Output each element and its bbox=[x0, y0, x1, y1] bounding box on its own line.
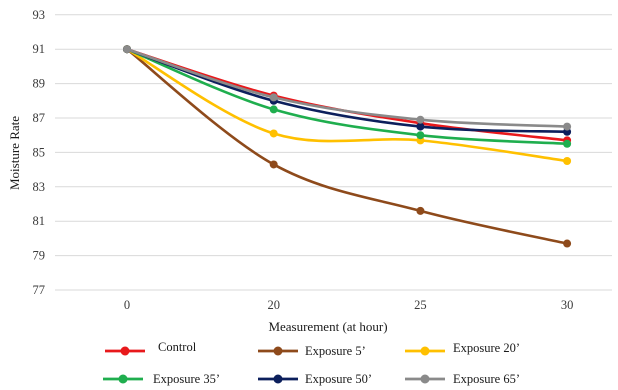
legend-item-exposure-65: Exposure 65’ bbox=[405, 372, 520, 386]
x-tick-label: 30 bbox=[561, 298, 574, 312]
legend-swatch-marker bbox=[120, 346, 130, 356]
legend-label: Exposure 20’ bbox=[453, 341, 520, 355]
series-exposure-5 bbox=[123, 45, 572, 248]
legend-swatch-marker bbox=[420, 346, 430, 356]
series-line bbox=[125, 47, 569, 134]
gridlines bbox=[55, 14, 612, 291]
legend-label: Exposure 65’ bbox=[453, 372, 520, 386]
legend-item-exposure-35: Exposure 35’ bbox=[103, 372, 220, 386]
y-tick-label: 87 bbox=[33, 111, 46, 125]
data-point bbox=[563, 139, 572, 148]
legend-label: Exposure 50’ bbox=[305, 372, 372, 386]
data-point bbox=[563, 239, 572, 248]
data-point bbox=[123, 45, 131, 54]
y-axis-ticks: 77 79 81 83 85 87 89 91 93 bbox=[33, 8, 46, 297]
series-line bbox=[125, 47, 569, 146]
x-axis-ticks: 0 20 25 30 bbox=[124, 298, 573, 312]
y-tick-label: 77 bbox=[33, 283, 46, 297]
y-tick-label: 85 bbox=[33, 145, 46, 159]
series-line bbox=[125, 47, 569, 128]
y-tick-label: 83 bbox=[33, 180, 46, 194]
series-exposure-20 bbox=[123, 45, 572, 165]
data-point bbox=[563, 157, 572, 165]
data-point bbox=[563, 122, 572, 131]
data-point bbox=[269, 93, 278, 102]
legend-item-exposure-50: Exposure 50’ bbox=[258, 372, 372, 386]
data-point bbox=[269, 105, 278, 114]
series-line bbox=[125, 47, 569, 245]
legend-swatch-marker bbox=[273, 346, 283, 356]
y-tick-label: 81 bbox=[33, 214, 46, 228]
data-point bbox=[416, 131, 425, 140]
x-tick-label: 20 bbox=[267, 298, 280, 312]
data-point bbox=[416, 115, 425, 124]
legend-item-control: Control bbox=[105, 340, 197, 356]
series-exposure-65 bbox=[123, 45, 572, 131]
y-tick-label: 93 bbox=[33, 8, 46, 22]
legend-item-exposure-5: Exposure 5’ bbox=[258, 344, 366, 358]
data-point bbox=[416, 122, 425, 131]
x-tick-label: 25 bbox=[414, 298, 427, 312]
y-axis-label: Moisture Rate bbox=[7, 116, 22, 190]
x-axis-label: Measurement (at hour) bbox=[268, 319, 387, 334]
legend-swatch-marker bbox=[420, 374, 430, 384]
series-line bbox=[125, 47, 569, 163]
legend-swatch-marker bbox=[273, 374, 283, 384]
data-point bbox=[269, 129, 278, 138]
legend-item-exposure-20: Exposure 20’ bbox=[405, 341, 520, 356]
y-tick-label: 91 bbox=[33, 42, 46, 56]
legend-label: Exposure 5’ bbox=[305, 344, 366, 358]
data-point bbox=[269, 160, 278, 169]
legend: Control Exposure 5’ Exposure 20’ Exposur… bbox=[103, 340, 520, 386]
legend-label: Exposure 35’ bbox=[153, 372, 220, 386]
legend-label: Control bbox=[158, 340, 197, 354]
legend-swatch-marker bbox=[118, 374, 128, 384]
data-point bbox=[416, 206, 425, 215]
plot-series bbox=[123, 45, 572, 248]
y-tick-label: 89 bbox=[33, 77, 46, 91]
x-tick-label: 0 bbox=[124, 298, 130, 312]
y-tick-label: 79 bbox=[33, 249, 46, 263]
